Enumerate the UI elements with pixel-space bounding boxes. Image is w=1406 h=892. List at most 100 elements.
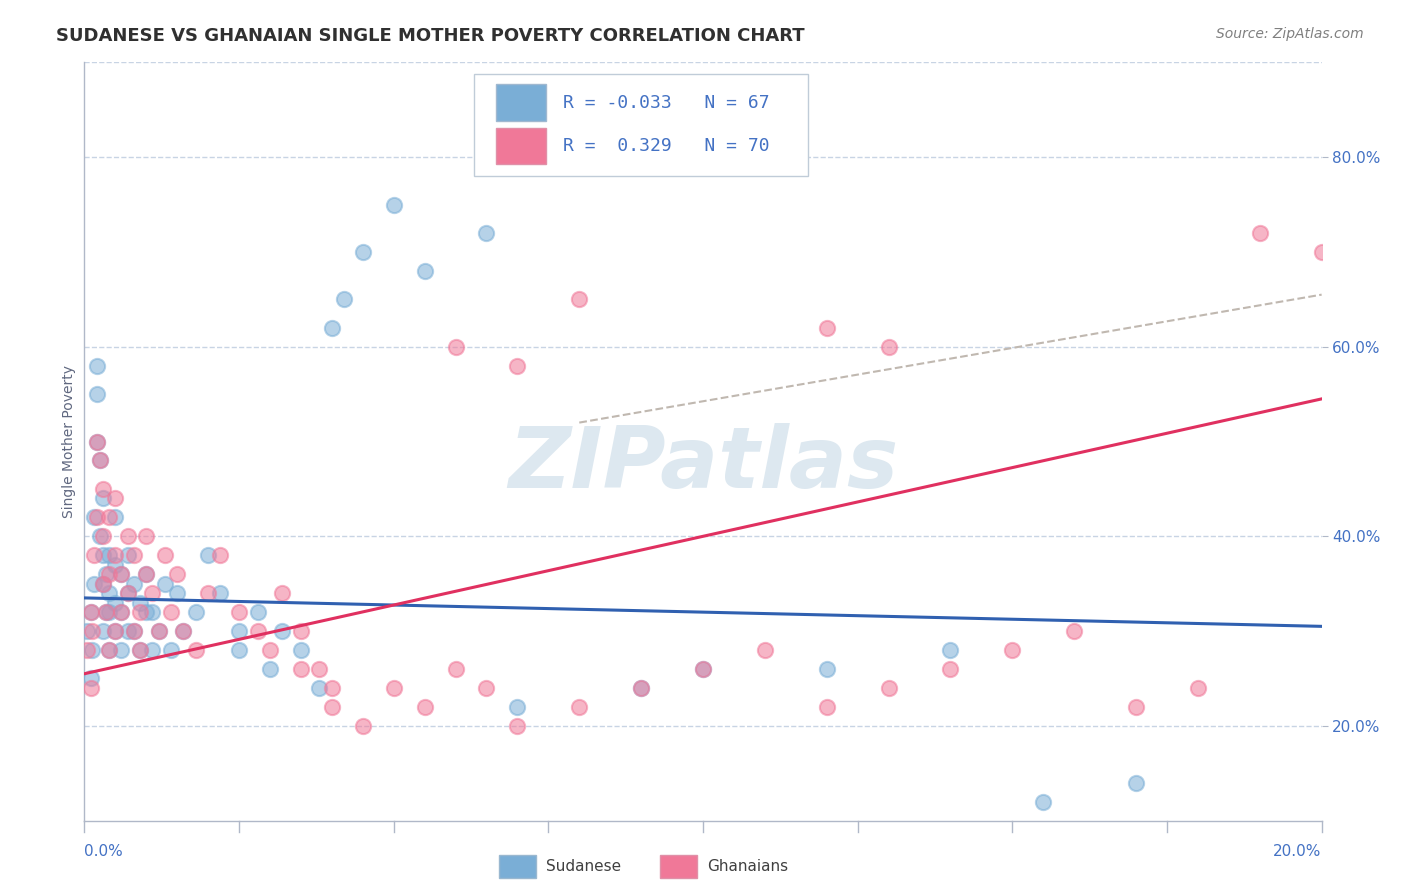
Point <box>110 605 132 619</box>
Point <box>98 548 121 563</box>
Point <box>98 605 121 619</box>
Point <box>117 586 139 600</box>
Point <box>91 548 114 563</box>
Point <box>877 340 900 354</box>
Point <box>135 567 157 582</box>
Point <box>86 510 108 524</box>
Point <box>413 264 436 278</box>
Point <box>122 624 145 639</box>
Point <box>79 672 101 686</box>
Point <box>172 624 194 639</box>
Point <box>321 699 343 714</box>
Point <box>568 293 591 307</box>
Point <box>166 586 188 600</box>
Point <box>117 586 139 600</box>
Point <box>692 662 714 676</box>
FancyBboxPatch shape <box>474 74 808 177</box>
Point <box>197 548 219 563</box>
Point <box>444 662 467 676</box>
Point <box>153 548 176 563</box>
Point <box>89 529 111 543</box>
Point <box>290 624 312 639</box>
Text: Source: ZipAtlas.com: Source: ZipAtlas.com <box>1216 27 1364 41</box>
Text: R =  0.329   N = 70: R = 0.329 N = 70 <box>564 136 770 155</box>
Text: 20.0%: 20.0% <box>1274 845 1322 859</box>
Point <box>129 643 152 657</box>
Point <box>98 586 121 600</box>
Point <box>444 340 467 354</box>
Point <box>308 662 330 676</box>
FancyBboxPatch shape <box>659 855 697 878</box>
Point <box>91 482 114 496</box>
Point <box>939 662 962 676</box>
Point <box>630 681 652 695</box>
Point <box>1125 699 1147 714</box>
Point <box>86 434 108 449</box>
Point <box>506 719 529 733</box>
Text: Sudanese: Sudanese <box>546 859 621 873</box>
Point <box>91 576 114 591</box>
Point <box>129 643 152 657</box>
Point <box>117 624 139 639</box>
Point <box>754 643 776 657</box>
Point <box>290 643 312 657</box>
Point <box>271 586 294 600</box>
Point <box>506 359 529 373</box>
Point <box>91 624 114 639</box>
Point <box>110 567 132 582</box>
Point <box>321 681 343 695</box>
Text: ZIPatlas: ZIPatlas <box>508 423 898 506</box>
Point <box>98 510 121 524</box>
Point <box>382 681 405 695</box>
Point <box>148 624 170 639</box>
Point <box>122 548 145 563</box>
FancyBboxPatch shape <box>499 855 536 878</box>
Point <box>308 681 330 695</box>
Point <box>86 434 108 449</box>
Point <box>98 643 121 657</box>
Point <box>79 605 101 619</box>
Point <box>83 576 105 591</box>
Point <box>246 624 269 639</box>
Point <box>692 662 714 676</box>
Point <box>104 596 127 610</box>
Point <box>117 548 139 563</box>
Point <box>228 643 250 657</box>
Point <box>352 719 374 733</box>
Point <box>98 567 121 582</box>
Text: Ghanaians: Ghanaians <box>707 859 787 873</box>
Point <box>104 624 127 639</box>
Point <box>89 453 111 467</box>
Point <box>110 605 132 619</box>
Point <box>91 576 114 591</box>
Point <box>91 491 114 506</box>
Point <box>83 510 105 524</box>
FancyBboxPatch shape <box>496 128 546 164</box>
Point <box>877 681 900 695</box>
Point <box>110 567 132 582</box>
Point <box>228 624 250 639</box>
Point <box>568 699 591 714</box>
Point <box>290 662 312 676</box>
Point <box>110 643 132 657</box>
Point <box>630 681 652 695</box>
Point <box>160 605 183 619</box>
Point <box>939 643 962 657</box>
Point <box>135 605 157 619</box>
Y-axis label: Single Mother Poverty: Single Mother Poverty <box>62 365 76 518</box>
Point <box>129 596 152 610</box>
Point <box>104 491 127 506</box>
Point <box>141 643 163 657</box>
FancyBboxPatch shape <box>496 85 546 120</box>
Point <box>79 605 101 619</box>
Point <box>89 453 111 467</box>
Point <box>172 624 194 639</box>
Text: 0.0%: 0.0% <box>84 845 124 859</box>
Point <box>122 576 145 591</box>
Point <box>321 321 343 335</box>
Point <box>413 699 436 714</box>
Point <box>86 387 108 401</box>
Point <box>815 321 838 335</box>
Point <box>184 643 207 657</box>
Point <box>1249 226 1271 240</box>
